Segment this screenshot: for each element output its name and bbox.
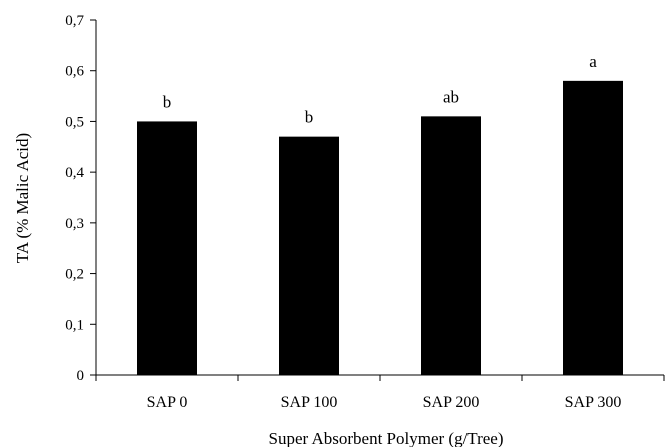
x-axis-title: Super Absorbent Polymer (g/Tree) bbox=[269, 429, 504, 447]
bar-data-label: ab bbox=[443, 87, 459, 106]
y-tick-label: 0 bbox=[77, 368, 85, 384]
bar bbox=[137, 121, 197, 375]
x-tick-label: SAP 100 bbox=[281, 394, 338, 411]
bar bbox=[279, 136, 339, 375]
bar-data-label: b bbox=[305, 108, 314, 127]
y-tick-label: 0,6 bbox=[65, 64, 84, 80]
bar-data-label: a bbox=[589, 52, 597, 71]
bar-data-label: b bbox=[163, 92, 172, 111]
y-axis-title: TA (% Malic Acid) bbox=[13, 133, 32, 263]
x-tick-label: SAP 0 bbox=[147, 394, 188, 411]
x-tick-label: SAP 300 bbox=[565, 394, 622, 411]
x-tick-label: SAP 200 bbox=[423, 394, 480, 411]
y-tick-label: 0,2 bbox=[65, 267, 84, 283]
y-tick-label: 0,1 bbox=[65, 317, 84, 333]
y-tick-label: 0,5 bbox=[65, 114, 84, 130]
bar bbox=[563, 80, 623, 375]
plot-area: 0 0,1 0,2 0,3 0,4 0,5 0,6 0,7 SAP 0 b SAP 100 b SAP … bbox=[65, 13, 665, 411]
bar bbox=[421, 116, 481, 375]
y-tick-label: 0,7 bbox=[65, 13, 84, 29]
y-tick-label: 0,4 bbox=[65, 165, 84, 181]
y-tick-label: 0,3 bbox=[65, 216, 84, 232]
